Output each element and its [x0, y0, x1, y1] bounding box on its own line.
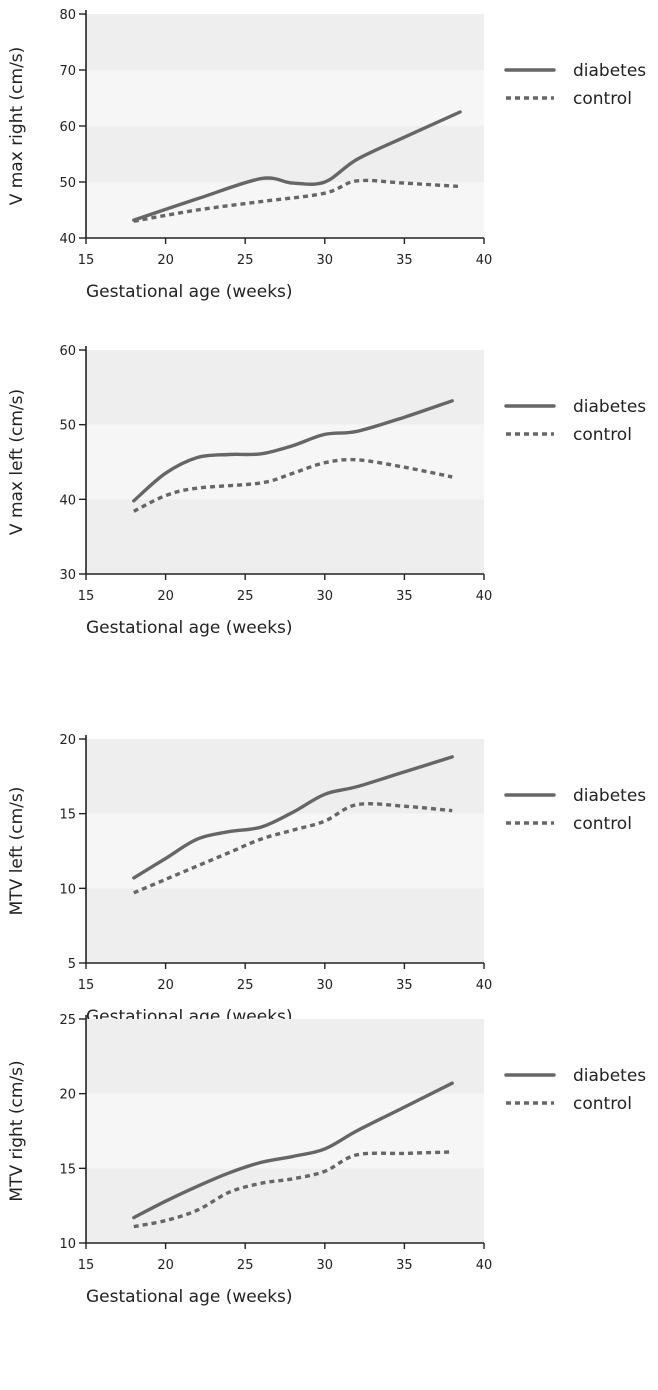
background-band: [86, 888, 484, 963]
y-tick-label: 20: [59, 733, 76, 748]
x-tick-label: 30: [317, 978, 334, 993]
x-tick-label: 15: [78, 1258, 95, 1273]
x-tick-label: 25: [237, 978, 254, 993]
series-line-control: [133, 178, 461, 223]
y-axis-label: MTV right (cm/s): [7, 1060, 27, 1201]
legend-label-diabetes: diabetes: [573, 1066, 646, 1086]
background-band: [86, 126, 484, 182]
y-tick-label: 50: [59, 419, 76, 434]
chart-v-max-right: 15 20 25 30 35 40 40 50 60 70 80 Gestational age (w…: [0, 0, 658, 320]
x-tick-label: 35: [396, 1258, 413, 1273]
series-line-control: [133, 457, 453, 513]
y-axis-label: MTV left (cm/s): [7, 787, 27, 916]
legend-label-control: control: [573, 814, 632, 834]
y-tick-label: 10: [59, 882, 76, 897]
y-tick-label: 25: [59, 1013, 76, 1028]
x-tick-label: 30: [317, 253, 334, 268]
x-tick-label: 40: [476, 253, 493, 268]
y-tick-label: 70: [59, 64, 76, 79]
series-line-control: [133, 1150, 453, 1229]
x-tick-label: 25: [237, 253, 254, 268]
background-band: [86, 70, 484, 126]
background-band: [86, 1168, 484, 1243]
background-band: [86, 499, 484, 574]
series-line-diabetes: [132, 1081, 454, 1220]
chart-svg: 15 20 25 30 35 40 40 50 60 70 80 Gestational age (w…: [7, 8, 646, 302]
background-band: [86, 739, 484, 814]
x-tick-label: 20: [157, 589, 174, 604]
y-tick-label: 5: [68, 957, 76, 972]
series-line-diabetes: [132, 110, 462, 222]
x-tick-label: 30: [317, 589, 334, 604]
chart-v-max-left: 15 20 25 30 35 40 30 40 50 60 Gestational age (wee…: [0, 336, 658, 656]
y-axis-label: V max right (cm/s): [7, 47, 27, 206]
series-line-control: [133, 802, 453, 895]
background-band: [86, 350, 484, 425]
x-tick-label: 20: [157, 978, 174, 993]
x-tick-label: 15: [78, 253, 95, 268]
x-tick-label: 25: [237, 589, 254, 604]
y-tick-label: 80: [59, 8, 76, 23]
x-tick-label: 25: [237, 1258, 254, 1273]
y-tick-label: 40: [59, 493, 76, 508]
legend-label-control: control: [573, 1094, 632, 1114]
chart-mtv-left: 15 20 25 30 35 40 5 10 15 20 Gestational age (week…: [0, 725, 658, 1045]
legend-label-diabetes: diabetes: [573, 786, 646, 806]
x-tick-label: 40: [476, 1258, 493, 1273]
legend-label-diabetes: diabetes: [573, 397, 646, 417]
background-band: [86, 424, 484, 500]
x-tick-label: 15: [78, 978, 95, 993]
x-tick-label: 35: [396, 253, 413, 268]
x-tick-label: 35: [396, 978, 413, 993]
y-tick-label: 60: [59, 120, 76, 135]
y-tick-label: 40: [59, 232, 76, 247]
y-tick-label: 30: [59, 568, 76, 583]
series-line-diabetes: [132, 755, 454, 880]
chart-mtv-right: 15 20 25 30 35 40 10 15 20 25 Gestational age (wee…: [0, 1005, 658, 1325]
background-band: [86, 182, 484, 238]
legend-label-control: control: [573, 89, 632, 109]
y-tick-label: 50: [59, 176, 76, 191]
x-tick-label: 40: [476, 589, 493, 604]
x-axis-label: Gestational age (weeks): [86, 282, 293, 302]
y-tick-label: 20: [59, 1088, 76, 1103]
x-axis-label: Gestational age (weeks): [86, 1287, 293, 1307]
y-tick-label: 10: [59, 1237, 76, 1252]
y-tick-label: 15: [59, 1162, 76, 1177]
x-tick-label: 35: [396, 589, 413, 604]
x-tick-label: 20: [157, 1258, 174, 1273]
y-axis-label: V max left (cm/s): [7, 389, 27, 535]
legend-label-control: control: [573, 425, 632, 445]
background-band: [86, 14, 484, 70]
y-tick-label: 60: [59, 344, 76, 359]
chart-svg: 15 20 25 30 35 40 30 40 50 60 Gestational age (wee…: [7, 344, 646, 638]
background-band: [86, 1093, 484, 1169]
background-band: [86, 813, 484, 889]
series-line-diabetes: [132, 399, 454, 503]
x-tick-label: 40: [476, 978, 493, 993]
legend-label-diabetes: diabetes: [573, 61, 646, 81]
y-tick-label: 15: [59, 808, 76, 823]
x-tick-label: 20: [157, 253, 174, 268]
background-band: [86, 1019, 484, 1094]
x-tick-label: 15: [78, 589, 95, 604]
x-axis-label: Gestational age (weeks): [86, 618, 293, 638]
x-tick-label: 30: [317, 1258, 334, 1273]
